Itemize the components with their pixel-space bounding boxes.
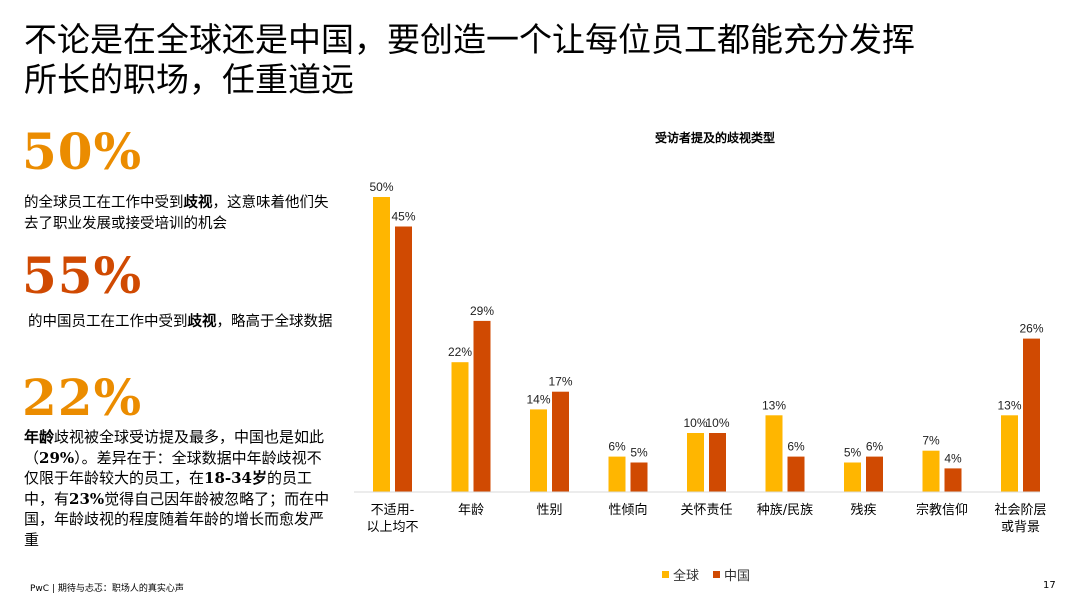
data-label-china: 45% bbox=[391, 210, 415, 224]
x-tick-label: 或背景 bbox=[1001, 520, 1040, 535]
data-label-global: 50% bbox=[369, 180, 393, 194]
footer-source: PwC | 期待与忐忑：职场人的真实心声 bbox=[30, 584, 184, 594]
data-label-china: 4% bbox=[944, 451, 962, 465]
data-label-global: 13% bbox=[997, 398, 1021, 412]
x-tick-label: 年龄 bbox=[458, 503, 484, 518]
legend-item-china: 中国 bbox=[713, 565, 750, 584]
legend-label-global: 全球 bbox=[673, 569, 700, 584]
data-label-china: 6% bbox=[866, 440, 884, 454]
desc-bold: 23% bbox=[69, 489, 105, 508]
desc-text: 的员工中，有 bbox=[24, 469, 313, 508]
desc-bold: 18-34岁 bbox=[204, 469, 267, 487]
discrimination-bar-chart: 50% 45% 不适用- 以上均不 22% 29% 年龄 14% 17% 性别 6% 5% 性倾向 10%… bbox=[354, 180, 1047, 535]
data-label-global: 14% bbox=[526, 392, 550, 406]
x-tick-label: 种族/民族 bbox=[757, 502, 813, 518]
legend-label-china: 中国 bbox=[724, 569, 751, 584]
x-tick-label: 性别 bbox=[536, 503, 562, 518]
data-label-china: 29% bbox=[470, 304, 494, 318]
page-number: 17 bbox=[1043, 580, 1056, 591]
bar-china bbox=[1023, 338, 1040, 492]
stat-age-description: 年龄歧视被全球受访提及最多，中国也是如此（29%）。差异在于：全球数据中年龄歧视… bbox=[24, 427, 334, 550]
bar-global bbox=[1001, 415, 1018, 492]
legend-swatch-global bbox=[662, 571, 669, 578]
bar-china bbox=[395, 226, 412, 492]
chart-title: 受访者提及的歧视类型 bbox=[654, 131, 775, 145]
desc-text: ，这意味着他们失去了职业发展或接受培训的机会 bbox=[24, 195, 329, 232]
data-label-global: 22% bbox=[448, 345, 472, 359]
stat-global-value: 50% bbox=[22, 122, 143, 181]
x-tick-label: 不适用- bbox=[371, 503, 415, 518]
desc-text: 歧视被全球受访提及最多，中国也是如此（ bbox=[24, 428, 325, 467]
legend-swatch-china bbox=[713, 571, 721, 578]
desc-text: ，略高于全球数据 bbox=[216, 314, 333, 330]
bar-global bbox=[922, 450, 940, 492]
data-label-global: 5% bbox=[844, 446, 862, 460]
bar-global bbox=[687, 433, 704, 492]
bar-china bbox=[944, 468, 962, 492]
stat-age-value: 22% bbox=[22, 368, 143, 427]
bar-china bbox=[709, 433, 726, 492]
x-tick-label: 残疾 bbox=[850, 503, 876, 518]
stat-global-description: 的全球员工在工作中受到歧视，这意味着他们失去了职业发展或接受培训的机会 bbox=[24, 193, 329, 235]
bar-global bbox=[373, 197, 390, 492]
x-tick-label: 以上均不 bbox=[366, 520, 418, 535]
title-line-1: 不论是在全球还是中国，要创造一个让每位员工都能充分发挥 bbox=[24, 20, 915, 59]
bar-global bbox=[608, 456, 626, 492]
data-label-china: 26% bbox=[1019, 322, 1043, 336]
desc-bold: 歧视 bbox=[183, 195, 213, 211]
x-tick-label: 社会阶层 bbox=[994, 502, 1046, 518]
data-label-global: 10% bbox=[683, 416, 707, 430]
data-label-china: 10% bbox=[705, 416, 729, 430]
title-line-2: 所长的职场，任重道远 bbox=[24, 60, 354, 99]
legend-item-global: 全球 bbox=[662, 565, 699, 584]
desc-bold: 歧视 bbox=[187, 314, 217, 330]
bar-global bbox=[765, 415, 783, 492]
bar-global bbox=[530, 409, 547, 492]
bar-global bbox=[451, 362, 469, 492]
bar-china bbox=[473, 320, 491, 492]
data-label-global: 13% bbox=[762, 398, 786, 412]
desc-text: 的中国员工在工作中受到 bbox=[28, 314, 188, 330]
x-tick-label: 关怀责任 bbox=[680, 503, 732, 518]
desc-bold: 29% bbox=[39, 448, 75, 467]
bar-china bbox=[552, 391, 569, 492]
desc-text: ）。差异在于：全球数据中年龄歧视不仅限于年龄较大的员工，在 bbox=[24, 448, 322, 488]
stat-china-value: 55% bbox=[22, 246, 143, 305]
chart-legend: 全球 中国 bbox=[662, 565, 758, 584]
data-label-global: 7% bbox=[922, 434, 940, 448]
bar-china bbox=[787, 456, 805, 492]
bar-global bbox=[844, 462, 861, 492]
data-label-china: 17% bbox=[548, 375, 572, 389]
bar-china bbox=[866, 456, 883, 492]
desc-text: 的全球员工在工作中受到 bbox=[24, 195, 184, 211]
bar-china bbox=[630, 462, 648, 492]
desc-text: 觉得自己因年龄被忽略了；而在中国，年龄歧视的程度随着年龄的增长而愈发严重 bbox=[24, 489, 330, 549]
page-title: 不论是在全球还是中国，要创造一个让每位员工都能充分发挥 所长的职场，任重道远 bbox=[24, 20, 1054, 100]
stat-china-description: 的中国员工在工作中受到歧视，略高于全球数据 bbox=[28, 312, 333, 333]
data-label-china: 6% bbox=[787, 440, 805, 454]
data-label-china: 5% bbox=[630, 446, 648, 460]
x-tick-label: 性倾向 bbox=[608, 502, 647, 518]
desc-bold: 年龄 bbox=[24, 428, 55, 446]
data-label-global: 6% bbox=[608, 440, 626, 454]
x-tick-label: 宗教信仰 bbox=[916, 502, 968, 518]
